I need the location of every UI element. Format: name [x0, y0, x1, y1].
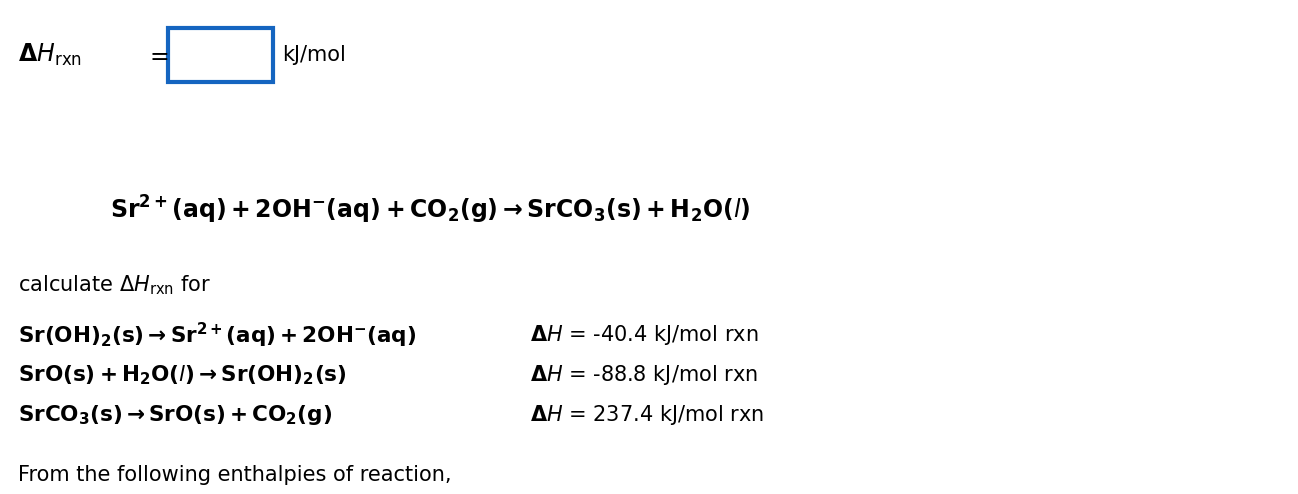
Text: $\mathbf{Sr(OH)_2(s) \rightarrow Sr^{2+}(aq) + 2OH^{-}(aq)}$: $\mathbf{Sr(OH)_2(s) \rightarrow Sr^{2+}…: [18, 321, 417, 350]
Text: $\mathbf{\Delta}$$\mathit{H}$ = -88.8 kJ/mol rxn: $\mathbf{\Delta}$$\mathit{H}$ = -88.8 kJ…: [530, 363, 758, 387]
Text: kJ/mol: kJ/mol: [282, 45, 345, 65]
Text: $\mathbf{SrO(s) + H_2O(}$$\mathit{l}$$\mathbf{) \rightarrow Sr(OH)_2(s)}$: $\mathbf{SrO(s) + H_2O(}$$\mathit{l}$$\m…: [18, 363, 347, 387]
Text: $\mathbf{\Delta}$$\mathit{H}$ = 237.4 kJ/mol rxn: $\mathbf{\Delta}$$\mathit{H}$ = 237.4 kJ…: [530, 403, 765, 427]
FancyBboxPatch shape: [167, 28, 273, 82]
Text: $=$: $=$: [145, 43, 169, 67]
Text: $\mathbf{Sr^{2+}(aq) + 2OH^{-}(aq) + CO_2(g) \rightarrow SrCO_3(s) + H_2O(}$$\ma: $\mathbf{Sr^{2+}(aq) + 2OH^{-}(aq) + CO_…: [110, 194, 750, 226]
Text: $\mathbf{SrCO_3(s) \rightarrow SrO(s) + CO_2(g)}$: $\mathbf{SrCO_3(s) \rightarrow SrO(s) + …: [18, 403, 332, 427]
Text: From the following enthalpies of reaction,: From the following enthalpies of reactio…: [18, 465, 452, 485]
Text: calculate $\Delta H_{\mathrm{rxn}}$ for: calculate $\Delta H_{\mathrm{rxn}}$ for: [18, 273, 210, 297]
Text: $\mathbf{\Delta}$$\mathit{H}$$_\mathrm{rxn}$: $\mathbf{\Delta}$$\mathit{H}$$_\mathrm{r…: [18, 42, 82, 68]
Text: $\mathbf{\Delta}$$\mathit{H}$ = -40.4 kJ/mol rxn: $\mathbf{\Delta}$$\mathit{H}$ = -40.4 kJ…: [530, 323, 758, 347]
